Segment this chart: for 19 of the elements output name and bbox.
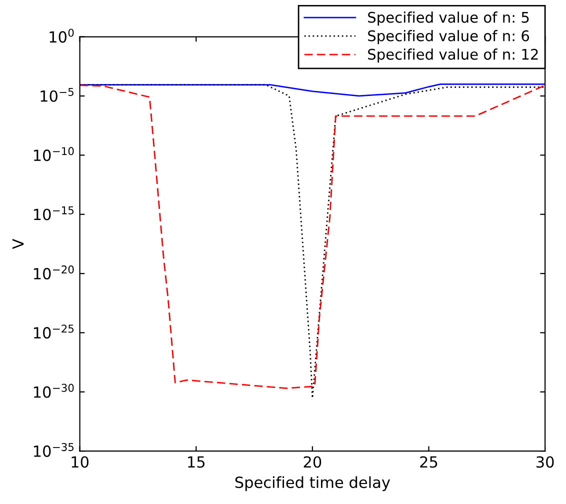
y-tick-label: 10$^{−20}$ [34,265,74,280]
y-tick-label: 10$^{0}$ [50,28,74,43]
y-tick-label: 10$^{−15}$ [34,206,74,220]
x-tick-label: 25 [420,456,438,468]
x-tick-label: 15 [188,456,205,468]
line-series [80,83,546,97]
y-tick-label: 10$^{−30}$ [34,384,74,398]
x-tick-label: 10 [72,456,89,468]
y-tick-label: 10$^{−10}$ [34,147,74,162]
legend-label: Specified value of n: 6 [368,30,530,44]
legend-label: Specified value of n: 12 [368,48,538,63]
y-tick-label: 10$^{−35}$ [34,442,74,457]
x-axis-title: Specified time delay [235,476,390,492]
x-tick-label: 20 [304,456,322,468]
x-tick-label: 30 [536,456,554,468]
y-axis-title: V [12,238,24,250]
legend-label: Specified value of n: 5 [368,12,529,26]
y-tick-label: 10$^{−5}$ [40,88,74,102]
y-tick-label: 10$^{−25}$ [34,324,74,339]
